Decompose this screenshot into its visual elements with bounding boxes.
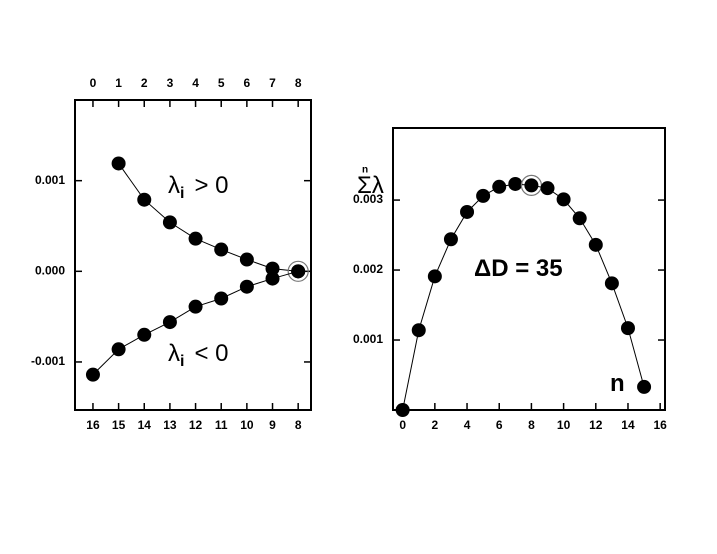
x-tick-label: 6 <box>496 418 503 432</box>
data-point <box>85 367 100 382</box>
x-tick-label: 15 <box>112 418 126 432</box>
data-point <box>111 342 126 357</box>
annotation-text: ΔD = 35 <box>474 255 563 282</box>
y-tick-label: 0.000 <box>35 263 65 277</box>
annotation: ΔD = 35 <box>474 255 563 282</box>
data-point <box>443 232 458 247</box>
data-point <box>111 156 126 171</box>
x-tick-label: 12 <box>589 418 603 432</box>
series-line <box>402 183 645 411</box>
x-tick-label: 8 <box>295 76 302 90</box>
data-point <box>604 276 619 291</box>
data-point <box>239 252 254 267</box>
data-point <box>540 181 555 196</box>
data-point <box>214 291 229 306</box>
x-tick-label: 8 <box>528 418 535 432</box>
data-point <box>214 242 229 257</box>
annotation-text: n <box>610 370 625 397</box>
x-tick-label: 9 <box>269 418 276 432</box>
x-tick-label: 10 <box>240 418 254 432</box>
x-tick-label: 5 <box>218 76 225 90</box>
x-tick-label: 1 <box>115 76 122 90</box>
annotation-text: λ <box>168 340 180 367</box>
annotation: n <box>610 370 625 397</box>
data-point <box>637 379 652 394</box>
data-point <box>162 315 177 330</box>
plot-frame <box>74 99 312 411</box>
x-tick-label: 2 <box>141 76 148 90</box>
data-point <box>188 231 203 246</box>
data-point <box>556 192 571 207</box>
data-point <box>588 237 603 252</box>
annotation-subscript: i <box>180 353 184 370</box>
data-point <box>572 211 587 226</box>
x-tick-label: 11 <box>215 418 228 432</box>
x-tick-label: 12 <box>189 418 203 432</box>
y-tick-label: 0.001 <box>353 332 383 346</box>
annotation-text: > 0 <box>194 172 228 199</box>
data-point <box>460 204 475 219</box>
annotation: Σλ <box>357 172 384 199</box>
data-point <box>427 269 442 284</box>
data-point <box>620 321 635 336</box>
annotation-text: < 0 <box>194 340 228 367</box>
highlight-ring <box>287 260 309 282</box>
x-tick-label: 8 <box>295 418 302 432</box>
x-tick-label: 10 <box>557 418 571 432</box>
y-tick-label: 0.003 <box>353 192 383 206</box>
data-point <box>508 176 523 191</box>
data-point <box>476 188 491 203</box>
data-point <box>162 215 177 230</box>
x-tick-label: 16 <box>86 418 100 432</box>
data-point <box>239 279 254 294</box>
plot-frame <box>392 127 666 411</box>
annotation-subscript: i <box>180 185 184 202</box>
x-tick-label: 3 <box>167 76 174 90</box>
data-point <box>265 261 280 276</box>
x-tick-label: 2 <box>432 418 439 432</box>
x-tick-label: 6 <box>244 76 251 90</box>
data-point <box>291 264 306 279</box>
x-tick-label: 0 <box>399 418 406 432</box>
data-point <box>188 299 203 314</box>
y-tick-label: 0.001 <box>35 173 65 187</box>
data-point <box>411 323 426 338</box>
annotation-superscript: n <box>362 165 368 176</box>
x-tick-label: 16 <box>653 418 667 432</box>
data-point <box>395 403 410 417</box>
x-tick-label: 7 <box>269 76 276 90</box>
annotation: λi < 0 <box>168 340 228 370</box>
x-tick-label: 14 <box>138 418 152 432</box>
x-tick-label: 4 <box>464 418 471 432</box>
data-point <box>265 271 280 286</box>
annotation: λi > 0 <box>168 172 228 202</box>
y-tick-label: 0.002 <box>353 262 383 276</box>
annotation-text: λ <box>168 172 180 199</box>
data-point <box>524 178 539 193</box>
x-tick-label: 4 <box>192 76 199 90</box>
data-point <box>137 327 152 342</box>
annotation-text: Σλ <box>357 172 384 199</box>
data-point <box>137 192 152 207</box>
y-tick-label: -0.001 <box>31 354 65 368</box>
x-tick-label: 14 <box>621 418 635 432</box>
x-tick-label: 13 <box>163 418 177 432</box>
x-tick-label: 0 <box>90 76 97 90</box>
data-point <box>492 179 507 194</box>
